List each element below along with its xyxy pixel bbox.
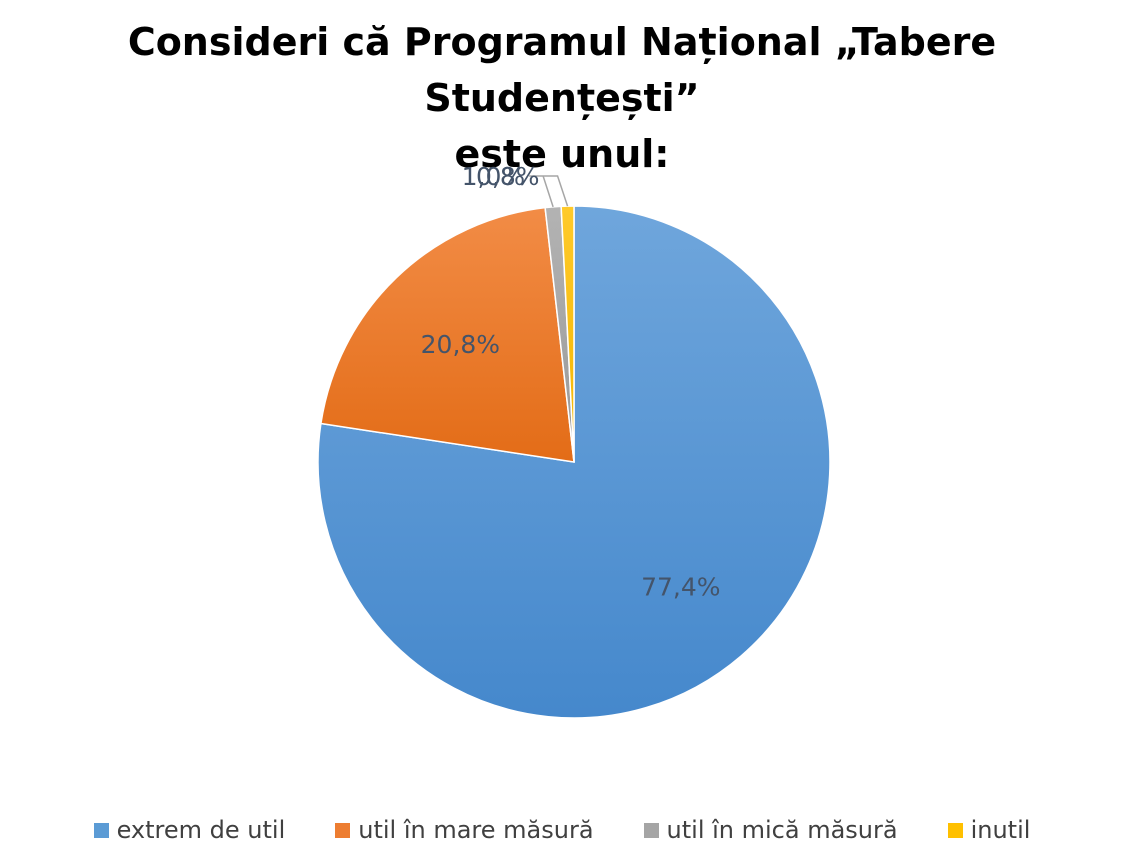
legend-label: extrem de util xyxy=(116,816,286,844)
legend-label: util în mică măsură xyxy=(666,816,898,844)
legend-swatch xyxy=(947,822,963,838)
data-label-util-in-mica-masura: 1,0% xyxy=(462,162,526,191)
pie-slice-extrem-de-util xyxy=(317,205,831,719)
legend: extrem de util util în mare măsură util în… xyxy=(0,812,1124,848)
leader-line-util-in-mica-masura xyxy=(529,175,554,208)
legend-item-util-in-mare-masura: util în mare măsură xyxy=(335,816,594,844)
data-label-inutil: 0,8% xyxy=(476,162,540,191)
data-label-extrem-de-util: 77,4% xyxy=(641,572,720,601)
legend-swatch xyxy=(93,822,109,838)
legend-item-inutil: inutil xyxy=(947,816,1031,844)
pie-slice-util-in-mare-masura xyxy=(320,206,575,463)
legend-swatch xyxy=(335,822,351,838)
chart-title: Consideri că Programul Național „Tabere … xyxy=(0,14,1124,182)
data-label-util-in-mare-masura: 20,8% xyxy=(421,330,500,359)
leader-line-inutil xyxy=(543,175,569,207)
legend-item-util-in-mica-masura: util în mică măsură xyxy=(643,816,898,844)
legend-item-extrem-de-util: extrem de util xyxy=(93,816,286,844)
legend-swatch xyxy=(643,822,659,838)
legend-label: inutil xyxy=(970,816,1031,844)
chart-title-line-1: Consideri că Programul Național „Tabere … xyxy=(127,20,997,120)
legend-label: util în mare măsură xyxy=(358,816,594,844)
chart-title-line-2: este unul: xyxy=(454,132,670,176)
